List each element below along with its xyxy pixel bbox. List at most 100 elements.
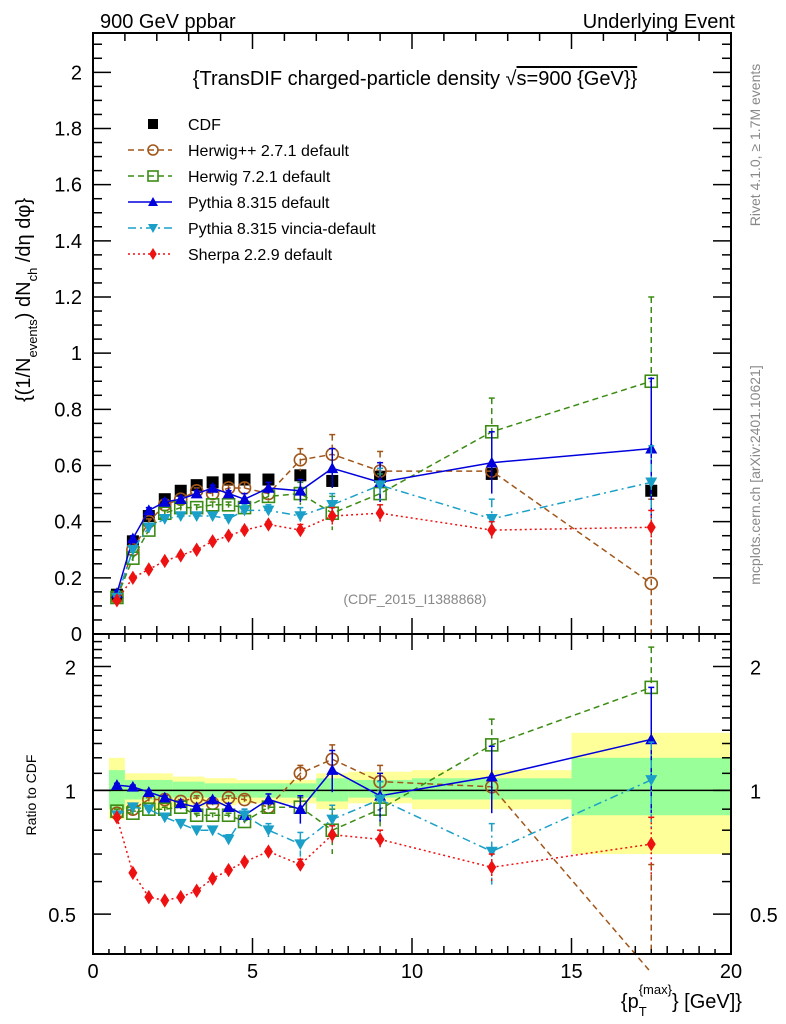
- series-herwig-7-2-1-default: [110, 296, 659, 605]
- data-point: [646, 836, 656, 852]
- data-point: [294, 469, 307, 482]
- legend-item: Herwig 7.2.1 default: [128, 169, 331, 186]
- series-pythia-8-315-default: [110, 377, 658, 599]
- data-point: [487, 522, 497, 538]
- data-point: [293, 766, 308, 781]
- rivet-version-label: Rivet 4.1.0, ≥ 1.7M events: [747, 64, 763, 227]
- legend-item: CDF: [148, 117, 221, 134]
- series-sherpa-2-2-9-default: [112, 504, 656, 608]
- data-point: [645, 775, 658, 786]
- ratio-y-tick-label-right: 1: [750, 781, 761, 803]
- legend-marker: [147, 170, 159, 182]
- header-left: 900 GeV ppbar: [100, 11, 236, 33]
- data-point: [206, 793, 219, 805]
- data-point: [176, 548, 186, 563]
- data-point: [374, 480, 387, 492]
- legend: CDF Herwig++ 2.7.1 default Herwig 7.2.1 de…: [128, 117, 376, 264]
- data-point: [487, 860, 497, 875]
- data-point: [485, 456, 498, 468]
- data-point: [222, 801, 235, 812]
- data-point: [374, 794, 387, 806]
- data-point: [327, 827, 337, 842]
- x-tick-label: 20: [720, 961, 742, 983]
- data-point: [262, 793, 275, 805]
- y-tick-label: 0: [71, 624, 82, 646]
- main-series-group: [110, 296, 659, 634]
- data-point: [128, 570, 138, 586]
- main-y-axis-label: {(1/Nevents) dNch /dη dφ}: [13, 198, 40, 402]
- data-point: [222, 834, 235, 846]
- y-tick-label: 1.8: [54, 118, 82, 140]
- data-point: [224, 528, 234, 543]
- data-point: [294, 803, 307, 814]
- legend-label: Pythia 8.315 default: [188, 195, 330, 212]
- y-tick-label: 1.6: [54, 175, 82, 197]
- data-point: [221, 498, 236, 512]
- x-tick-label: 0: [87, 961, 98, 983]
- ratio-series-group: [110, 646, 659, 974]
- series-pythia-8-315-vincia-default: [110, 445, 658, 604]
- legend-marker: [148, 224, 158, 233]
- data-point: [644, 576, 659, 591]
- data-point: [128, 865, 138, 881]
- data-point: [142, 786, 155, 797]
- data-point: [190, 487, 203, 499]
- series-sherpa-2-2-9-default: [112, 810, 656, 908]
- legend-item: Herwig++ 2.7.1 default: [128, 143, 350, 160]
- data-point: [126, 532, 139, 544]
- data-point: [174, 797, 187, 809]
- data-point: [294, 839, 307, 851]
- data-point: [375, 506, 385, 521]
- x-axis-label: {pT{max}} [GeV]}: [621, 982, 742, 1019]
- data-point: [375, 832, 385, 847]
- data-point: [208, 534, 218, 549]
- y-tick-label: 0.2: [54, 568, 82, 590]
- data-point: [262, 505, 275, 517]
- data-point: [327, 508, 337, 524]
- x-tick-label: 15: [560, 961, 582, 983]
- data-point: [174, 511, 187, 523]
- header-right: Underlying Event: [583, 11, 736, 33]
- data-point: [158, 514, 171, 525]
- ratio-y-tick-label: 0.5: [48, 905, 76, 927]
- data-point: [206, 481, 219, 493]
- y-tick-label: 1: [71, 343, 82, 365]
- data-point: [190, 825, 203, 837]
- main-panel: 0 0.2 0.4 0.6 0.8 1 1.2 1.4 1.6 1.8 2 {TransDIF ch…: [13, 32, 732, 646]
- legend-item: Pythia 8.315 default: [128, 195, 330, 212]
- ratio-y-tick-label-right: 0.5: [750, 905, 778, 927]
- data-point: [295, 857, 305, 872]
- data-point: [142, 504, 155, 516]
- series-line: [116, 512, 652, 601]
- data-point: [237, 792, 252, 807]
- data-point: [112, 593, 122, 608]
- ratio-uncertainty-bands: [108, 732, 731, 855]
- x-tick-label: 5: [247, 961, 258, 983]
- data-point: [485, 514, 498, 525]
- plot-title: {TransDIF charged-particle density √s=90…: [193, 68, 638, 90]
- y-tick-label: 1.4: [54, 231, 82, 253]
- data-point: [263, 844, 273, 859]
- legend-marker: [149, 248, 157, 260]
- data-point: [160, 893, 170, 908]
- data-point: [238, 810, 251, 822]
- data-point: [205, 808, 220, 823]
- data-point: [158, 791, 171, 803]
- data-point: [240, 854, 250, 870]
- data-point: [645, 477, 658, 489]
- data-point: [160, 553, 170, 569]
- data-point: [326, 500, 339, 511]
- ratio-y-tick-label: 1: [65, 781, 76, 803]
- data-point: [174, 493, 187, 504]
- y-tick-label: 0.4: [54, 512, 82, 534]
- legend-marker: [148, 119, 158, 129]
- data-point: [144, 562, 154, 577]
- data-point: [176, 889, 186, 905]
- legend-label: Sherpa 2.2.9 default: [188, 247, 333, 264]
- legend-label: Herwig++ 2.7.1 default: [188, 143, 350, 160]
- data-point: [262, 825, 275, 837]
- mcplots-label: mcplots.cern.ch [arXiv:2401.10621]: [747, 365, 763, 584]
- data-point: [222, 514, 235, 525]
- data-point: [224, 862, 234, 878]
